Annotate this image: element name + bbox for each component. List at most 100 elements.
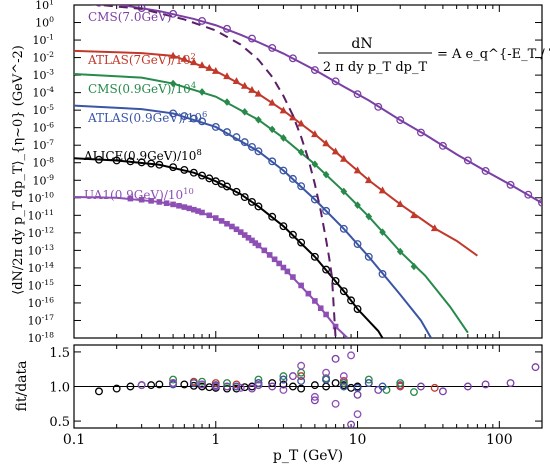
data-point (279, 166, 288, 175)
data-point (288, 230, 297, 239)
data-point (148, 198, 154, 204)
data-point (279, 222, 288, 231)
data-point (248, 34, 256, 43)
ratio-point (297, 372, 306, 381)
ratio-point (353, 410, 362, 419)
data-point (112, 156, 121, 165)
data-point (95, 155, 103, 164)
main-y-axis-label: ⟨dN/2π dy p_T dp_T⟩_{η~0} (GeV^-2) (11, 45, 26, 295)
data-point (189, 114, 198, 123)
x-tick-label: 1 (211, 432, 220, 448)
ratio-point (463, 382, 472, 391)
data-point (268, 125, 276, 134)
ratio-point (353, 390, 362, 399)
ratio-point (310, 381, 319, 390)
data-point (305, 290, 312, 297)
ratio-point (268, 379, 277, 387)
data-point (339, 287, 348, 296)
data-point (232, 187, 241, 196)
data-point (252, 240, 259, 246)
series-label: ATLAS(0.9GeV)/106 (87, 109, 207, 125)
y-tick-label: 10-13 (28, 243, 54, 257)
data-point (199, 209, 205, 216)
data-point (205, 64, 214, 71)
data-point (224, 220, 230, 227)
data-point (396, 116, 405, 125)
data-point (416, 128, 425, 137)
ratio-series-ua1-0-9gev- (137, 351, 362, 419)
data-point (255, 116, 262, 124)
data-point (138, 196, 145, 203)
data-point (289, 113, 297, 121)
ratio-point (430, 383, 439, 392)
data-point (232, 77, 241, 84)
ratio-point (297, 361, 306, 370)
ratio-point (416, 382, 425, 391)
ratio-point (347, 420, 356, 428)
ratio-point (254, 381, 263, 390)
data-point (233, 226, 240, 233)
x-tick-label: 100 (486, 432, 513, 448)
main-plot-frame (73, 4, 543, 339)
data-point (331, 276, 340, 285)
main-axes: 101 100 10-1 10-2 10-3 10-4 10-5 10-6 10-7 10-8 10… (28, 0, 543, 345)
ratio-point (137, 381, 146, 390)
data-point (288, 54, 297, 63)
y-tick-label: 10-7 (33, 138, 55, 152)
ratio-point (279, 375, 288, 384)
data-point (410, 262, 418, 271)
ratio-point (396, 382, 405, 391)
data-point (176, 202, 182, 209)
data-point (506, 180, 515, 189)
data-point (254, 202, 263, 211)
data-point (191, 206, 197, 213)
ratio-point (155, 380, 164, 389)
fit-curve (74, 196, 349, 338)
y-tick-label: 0.5 (49, 415, 70, 430)
ratio-point (279, 372, 288, 381)
data-point (211, 123, 220, 131)
data-point (212, 215, 219, 221)
data-point (331, 77, 340, 86)
data-point (198, 117, 206, 126)
series-label: UA1(0.9GeV)/1010 (84, 186, 194, 202)
ratio-point (147, 381, 156, 390)
ratio-point (180, 380, 189, 389)
series-alice-0-9gev-10-8 (74, 155, 384, 338)
data-point (271, 256, 278, 263)
data-point (223, 182, 231, 191)
ratio-point (410, 388, 418, 396)
data-point (181, 204, 188, 210)
series-atlas-7gev-10-2 (74, 49, 478, 257)
data-point (248, 142, 256, 151)
data-point (284, 268, 291, 275)
data-point (347, 296, 356, 305)
data-point (353, 240, 362, 248)
data-point (95, 5, 103, 7)
y-tick-label: 10-11 (28, 208, 54, 222)
data-point (481, 166, 490, 175)
y-tick-label: 10-8 (33, 155, 55, 169)
ratio-point (374, 386, 383, 394)
ratio-point (268, 382, 277, 391)
ratio-point (322, 368, 331, 377)
ratio-point (236, 383, 245, 392)
data-point (211, 66, 220, 74)
data-point (169, 9, 178, 18)
y-tick-label: 10-1 (33, 33, 55, 47)
fit-curve (111, 5, 542, 204)
data-point (297, 148, 305, 156)
ratio-point (169, 375, 178, 384)
ratio-series-atlas-0-9gev- (169, 375, 387, 392)
data-point (297, 119, 305, 127)
ratio-point (288, 372, 297, 381)
ratio-point (331, 379, 340, 387)
data-point (232, 133, 241, 142)
ratio-point (396, 379, 405, 387)
formula-rhs: = A e_q^{-E_T / T} (437, 47, 550, 62)
data-point (169, 163, 178, 172)
formula: dN 2 π dy p_T dp_T = A e_q^{-E_T / T} (318, 36, 550, 75)
data-point (538, 198, 542, 207)
ratio-point (288, 382, 297, 391)
